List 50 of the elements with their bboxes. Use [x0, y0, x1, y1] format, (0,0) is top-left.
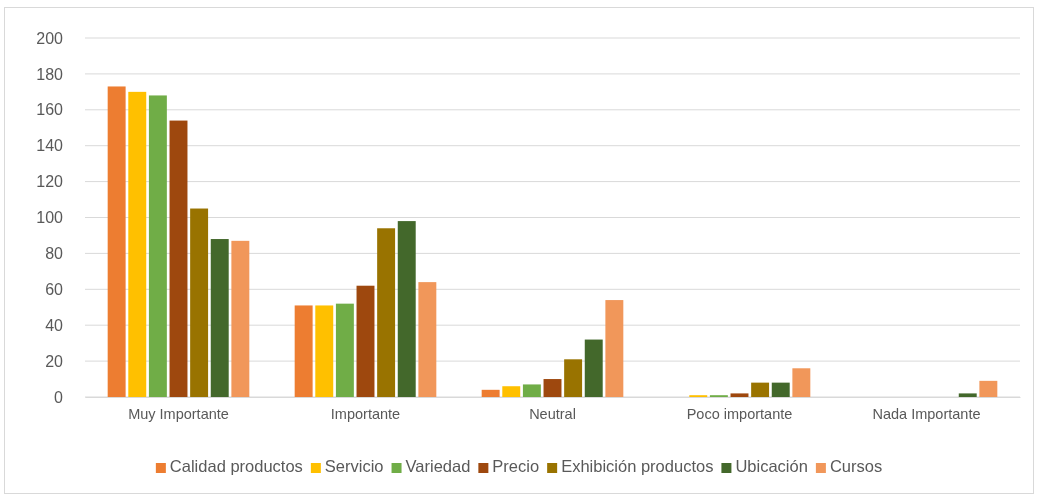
bar — [958, 393, 977, 397]
x-tick-label: Neutral — [529, 406, 576, 423]
legend-label: Variedad — [405, 457, 471, 475]
bar — [771, 382, 790, 397]
bar — [128, 91, 147, 397]
y-tick-label: 100 — [36, 209, 64, 227]
y-tick-label: 60 — [45, 280, 64, 298]
y-tick-label: 180 — [36, 65, 64, 83]
bar — [294, 305, 313, 397]
bar — [979, 380, 998, 397]
bar — [315, 305, 334, 397]
bar — [397, 221, 416, 397]
bar — [502, 386, 521, 397]
bar — [418, 282, 437, 397]
y-tick-label: 80 — [45, 245, 64, 263]
bar — [605, 300, 624, 397]
x-tick-label: Importante — [330, 406, 401, 423]
bar — [543, 379, 562, 397]
bar — [169, 120, 188, 397]
legend-label: Cursos — [829, 457, 883, 475]
bar — [335, 303, 354, 397]
bar — [107, 86, 126, 397]
bar — [751, 382, 770, 397]
bar — [210, 239, 229, 397]
y-tick-label: 160 — [36, 101, 64, 119]
y-tick-label: 200 — [36, 29, 64, 47]
y-tick-label: 40 — [45, 316, 64, 334]
bar — [377, 228, 396, 397]
bar — [792, 368, 811, 397]
bar — [584, 339, 603, 397]
bar — [522, 384, 541, 397]
bar — [190, 208, 209, 397]
bar — [481, 389, 500, 397]
bar — [231, 240, 250, 397]
bar — [564, 359, 583, 397]
bar — [730, 393, 749, 397]
bar — [148, 95, 167, 397]
legend-label: Precio — [492, 457, 540, 475]
y-tick-label: 140 — [36, 137, 64, 155]
y-tick-label: 0 — [54, 388, 64, 406]
y-tick-label: 120 — [36, 173, 64, 191]
bar — [356, 285, 375, 397]
x-tick-label: Nada Importante — [872, 406, 981, 423]
x-tick-label: Poco importante — [686, 406, 793, 423]
legend-label: Calidad productos — [169, 457, 303, 475]
legend-label: Servicio — [324, 457, 384, 475]
legend-label: Ubicación — [735, 457, 808, 475]
x-tick-label: Muy Importante — [128, 406, 229, 423]
y-tick-label: 20 — [45, 352, 64, 370]
legend-label: Exhibición productos — [561, 457, 714, 475]
